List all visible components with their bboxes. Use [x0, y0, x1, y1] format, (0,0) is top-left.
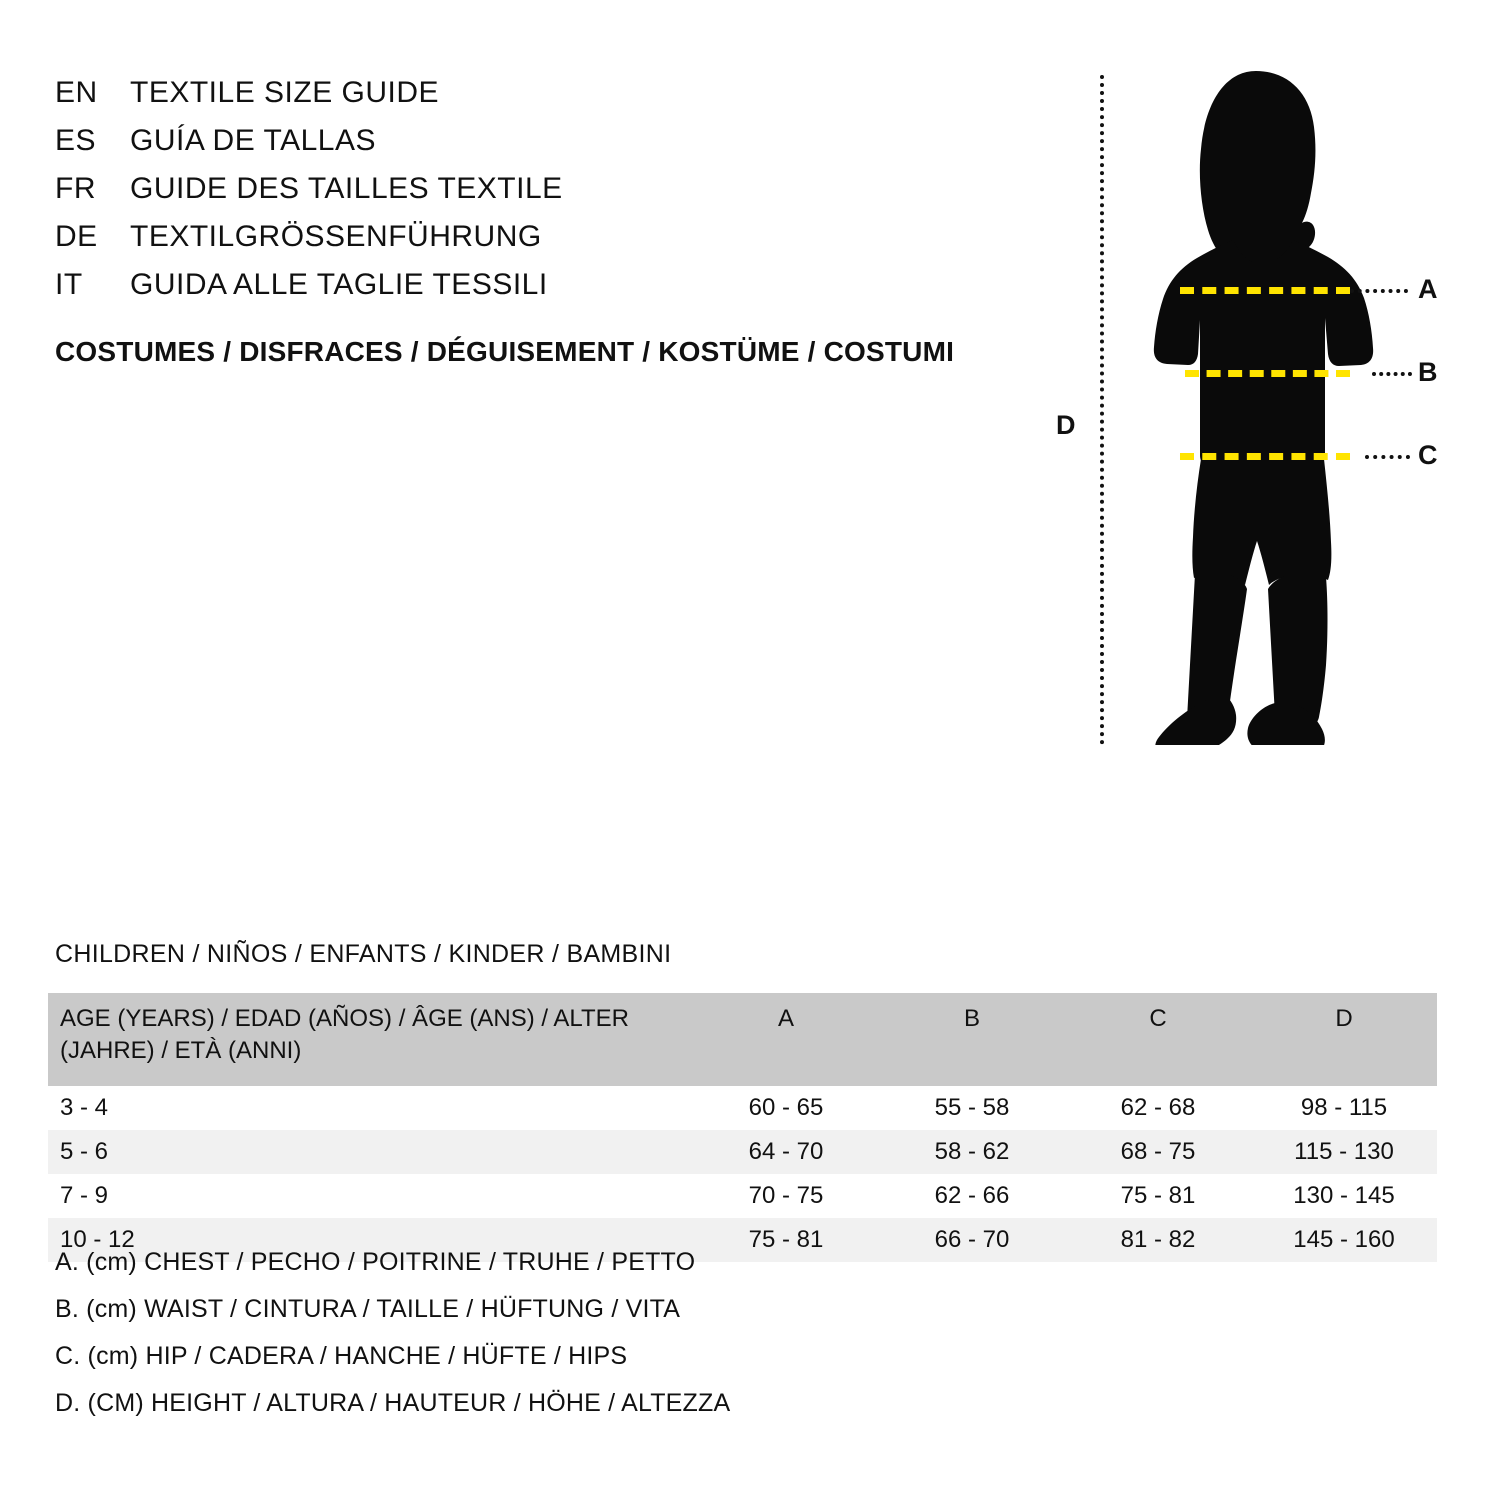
- legend-item-a: A. (cm) CHEST / PECHO / POITRINE / TRUHE…: [55, 1248, 696, 1276]
- cell-age: 10 - 12: [48, 1217, 693, 1262]
- costume-category-line: COSTUMES / DISFRACES / DÉGUISEMENT / KOS…: [55, 336, 955, 367]
- size-table: AGE (YEARS) / EDAD (AÑOS) / ÂGE (ANS) / …: [48, 993, 1437, 1262]
- cell-height: 98 - 115: [1251, 1085, 1437, 1130]
- cell-chest: 70 - 75: [693, 1173, 879, 1218]
- language-row-de: DE TEXTILGRÖSSENFÜHRUNG: [55, 220, 563, 268]
- table-header-row: AGE (YEARS) / EDAD (AÑOS) / ÂGE (ANS) / …: [48, 993, 1437, 1086]
- hip-measure-dash: [1180, 453, 1350, 460]
- column-header-age: AGE (YEARS) / EDAD (AÑOS) / ÂGE (ANS) / …: [48, 993, 693, 1086]
- measurement-legend: A. (cm) CHEST / PECHO / POITRINE / TRUHE…: [55, 1250, 730, 1438]
- column-header-b: B: [879, 993, 1065, 1086]
- column-header-c: C: [1065, 993, 1251, 1086]
- cell-age: 5 - 6: [48, 1129, 693, 1174]
- measurement-label-b: B: [1418, 357, 1438, 387]
- language-title-fr: GUIDE DES TAILLES TEXTILE: [130, 172, 563, 205]
- language-code-de: DE: [55, 220, 98, 253]
- language-title-de: TEXTILGRÖSSENFÜHRUNG: [130, 220, 542, 253]
- language-title-it: GUIDA ALLE TAGLIE TESSILI: [130, 268, 548, 301]
- cell-height: 115 - 130: [1251, 1129, 1437, 1174]
- child-silhouette-icon: [1125, 55, 1395, 745]
- language-code-fr: FR: [55, 172, 96, 205]
- column-header-a: A: [693, 993, 879, 1086]
- legend-item-c: C. (cm) HIP / CADERA / HANCHE / HÜFTE / …: [55, 1342, 628, 1370]
- legend-item-d: D. (CM) HEIGHT / ALTURA / HAUTEUR / HÖHE…: [55, 1389, 731, 1417]
- chest-leader-line: [1350, 289, 1408, 293]
- height-guide-line: [1100, 75, 1104, 745]
- measurement-label-d: D: [1056, 410, 1076, 440]
- cell-waist: 66 - 70: [879, 1217, 1065, 1262]
- measurement-label-c: C: [1418, 440, 1438, 470]
- table-row: 7 - 9 70 - 75 62 - 66 75 - 81 130 - 145: [48, 1173, 1437, 1218]
- language-title-es: GUÍA DE TALLAS: [130, 124, 376, 157]
- measurement-figure: D: [1040, 55, 1480, 755]
- measurement-label-a: A: [1418, 274, 1438, 304]
- cell-waist: 55 - 58: [879, 1085, 1065, 1130]
- cell-waist: 62 - 66: [879, 1173, 1065, 1218]
- legend-item-b: B. (cm) WAIST / CINTURA / TAILLE / HÜFTU…: [55, 1295, 681, 1323]
- chest-measure-dash: [1180, 287, 1350, 294]
- language-row-en: EN TEXTILE SIZE GUIDE: [55, 76, 563, 124]
- cell-height: 145 - 160: [1251, 1217, 1437, 1262]
- language-title-list: EN TEXTILE SIZE GUIDE ES GUÍA DE TALLAS …: [55, 76, 563, 316]
- language-title-en: TEXTILE SIZE GUIDE: [130, 76, 440, 109]
- column-header-d: D: [1251, 993, 1437, 1086]
- language-row-fr: FR GUIDE DES TAILLES TEXTILE: [55, 172, 563, 220]
- language-row-it: IT GUIDA ALLE TAGLIE TESSILI: [55, 268, 563, 316]
- section-title-children: CHILDREN / NIÑOS / ENFANTS / KINDER / BA…: [55, 940, 672, 968]
- cell-hip: 81 - 82: [1065, 1217, 1251, 1262]
- cell-chest: 64 - 70: [693, 1129, 879, 1174]
- cell-height: 130 - 145: [1251, 1173, 1437, 1218]
- hip-leader-line: [1365, 455, 1410, 459]
- cell-chest: 75 - 81: [693, 1217, 879, 1262]
- language-code-en: EN: [55, 76, 98, 109]
- table-row: 5 - 6 64 - 70 58 - 62 68 - 75 115 - 130: [48, 1129, 1437, 1174]
- cell-chest: 60 - 65: [693, 1085, 879, 1130]
- cell-hip: 68 - 75: [1065, 1129, 1251, 1174]
- table-row: 3 - 4 60 - 65 55 - 58 62 - 68 98 - 115: [48, 1085, 1437, 1130]
- language-code-es: ES: [55, 124, 97, 157]
- cell-age: 7 - 9: [48, 1173, 693, 1218]
- language-code-it: IT: [55, 268, 83, 301]
- cell-waist: 58 - 62: [879, 1129, 1065, 1174]
- language-row-es: ES GUÍA DE TALLAS: [55, 124, 563, 172]
- cell-hip: 62 - 68: [1065, 1085, 1251, 1130]
- waist-measure-dash: [1185, 370, 1350, 377]
- table-row: 10 - 12 75 - 81 66 - 70 81 - 82 145 - 16…: [48, 1217, 1437, 1262]
- waist-leader-line: [1372, 372, 1412, 376]
- cell-hip: 75 - 81: [1065, 1173, 1251, 1218]
- cell-age: 3 - 4: [48, 1085, 693, 1130]
